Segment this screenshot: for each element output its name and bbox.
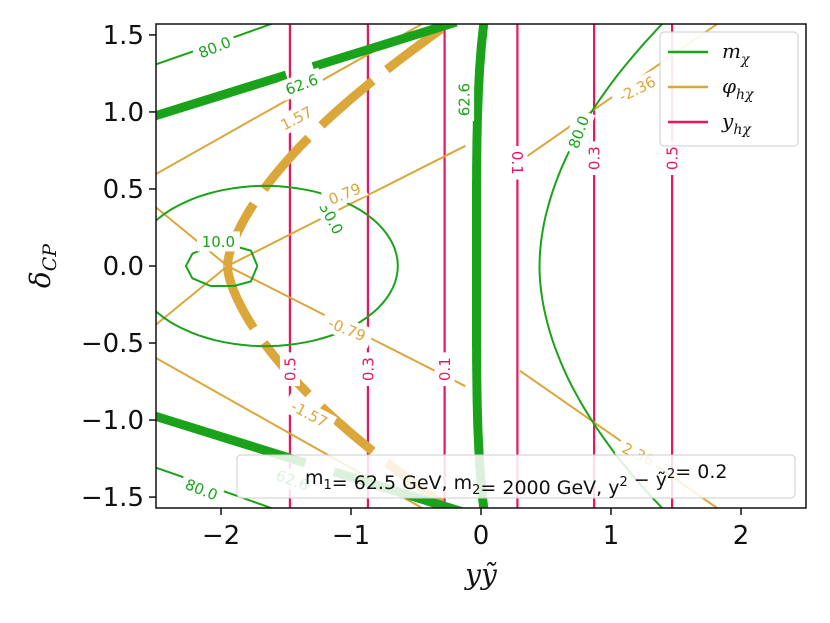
contour-label-text: 0.5 [281, 357, 299, 381]
contour-label: 0.3 [584, 141, 605, 175]
m-chi-contour-10 [184, 245, 259, 287]
m-chi-contour-80 [156, 24, 275, 66]
x-tick-label: 0 [473, 521, 490, 551]
legend-entry: mχ [722, 39, 751, 68]
phi-h-chi-contour [156, 265, 229, 326]
phi-h-chi-contour-1-57 [223, 24, 457, 267]
contour-label-text: 0.1 [508, 151, 526, 175]
y-tick-label: −0.5 [81, 329, 144, 359]
parameter-annotation: m1= 62.5 GeV, m2= 2000 GeV, y2 − ỹ2= 0.2 [236, 454, 796, 499]
m-chi-contour-62-6 [472, 24, 489, 508]
contour-label: 80.0 [177, 472, 226, 507]
contour-label-text: 62.6 [456, 83, 474, 116]
contour-label-text: 0.1 [436, 357, 454, 381]
y-tick-label: −1.5 [81, 483, 144, 513]
x-tick-label: −2 [202, 521, 240, 551]
contour-label: -0.79 [319, 310, 375, 349]
axis-ticks: −2 −1 0 1 2 −1.5 −1.0 −0.5 0.0 0.5 1.0 1.5 [81, 21, 749, 551]
y-axis-label: δCP [24, 243, 61, 288]
x-tick-label: 1 [603, 521, 620, 551]
contour-label-text: -1.57 [288, 397, 331, 431]
m-chi-contour-62-6 [156, 24, 466, 121]
annotation-text: m1= 62.5 GeV, m2= 2000 GeV, y2 − ỹ2= 0.2 [305, 461, 727, 499]
y-tick-label: 1.0 [103, 98, 144, 128]
phi-h-chi-contour [227, 144, 466, 267]
phi-h-chi-contour [156, 206, 229, 267]
contour-label-text: 0.5 [664, 146, 682, 170]
y-tick-label: 0.0 [103, 252, 144, 282]
legend: mχ φhχ yhχ [659, 31, 799, 147]
x-axis-label: yỹ [463, 558, 498, 591]
legend-entry: yhχ [721, 109, 752, 138]
x-tick-label: −1 [332, 521, 370, 551]
contour-label: 0.1 [434, 352, 455, 387]
m-chi-contour-80 [538, 24, 664, 508]
y-tick-label: −1.0 [81, 406, 144, 436]
contour-label: 0.3 [357, 352, 378, 387]
x-tick-label: 2 [733, 521, 750, 551]
contour-label: 0.5 [279, 352, 300, 387]
contour-label: 0.5 [662, 141, 683, 175]
m-chi-contour-30 [156, 184, 399, 348]
y-tick-label: 0.5 [103, 175, 144, 205]
legend-entry: φhχ [722, 74, 755, 103]
annotation-box [236, 454, 796, 499]
contour-label: 10.0 [197, 231, 240, 252]
contour-label-text: 10.0 [202, 233, 235, 251]
contour-label-text: 0.3 [586, 146, 604, 170]
contour-label-text: 0.3 [359, 357, 377, 381]
y-tick-label: 1.5 [103, 21, 144, 51]
svg-text:δCP: δCP [24, 243, 61, 288]
contour-label: 62.6 [454, 78, 475, 121]
legend-box [659, 31, 799, 147]
contour-label: 80.0 [190, 29, 239, 65]
contour-label: 0.79 [320, 176, 369, 211]
contour-label: 0.1 [507, 146, 528, 180]
